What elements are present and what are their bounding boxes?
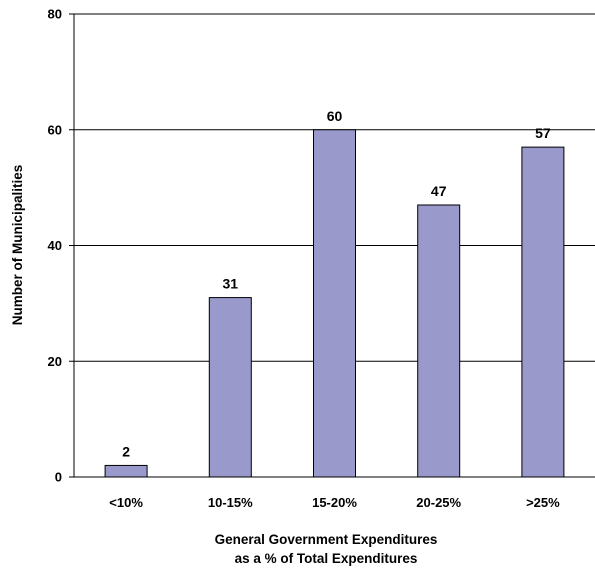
axes [69, 13, 595, 478]
bar [417, 204, 461, 478]
bars [104, 129, 565, 478]
x-tick-label: 20-25% [416, 495, 461, 510]
bar [104, 464, 148, 478]
labels: 0 20 40 60 80 2 <10% 31 10-15% 60 15-20% 47 20-25% 57… [48, 7, 561, 511]
y-axis-title: Number of Municipalities [10, 165, 25, 326]
x-tick-label: <10% [109, 495, 143, 510]
x-axis-title-line-2: as a % of Total Expenditures [235, 551, 418, 566]
bar [313, 129, 356, 478]
y-tick-label: 40 [48, 238, 62, 253]
bar [208, 297, 252, 478]
y-tick-label: 20 [48, 354, 62, 369]
y-tick-label: 60 [48, 122, 62, 137]
x-tick-label: >25% [526, 495, 560, 510]
x-tick-label: 10-15% [208, 495, 253, 510]
x-axis-title-line-1: General Government Expenditures [215, 532, 438, 547]
y-tick-label: 80 [48, 7, 62, 22]
y-tick-label: 0 [55, 470, 62, 485]
data-label: 60 [327, 108, 343, 124]
data-label: 31 [223, 276, 239, 292]
x-tick-label: 15-20% [312, 495, 357, 510]
data-label: 2 [122, 443, 130, 459]
data-label: 47 [431, 183, 447, 199]
bar [521, 146, 565, 478]
data-label: 57 [535, 125, 551, 141]
